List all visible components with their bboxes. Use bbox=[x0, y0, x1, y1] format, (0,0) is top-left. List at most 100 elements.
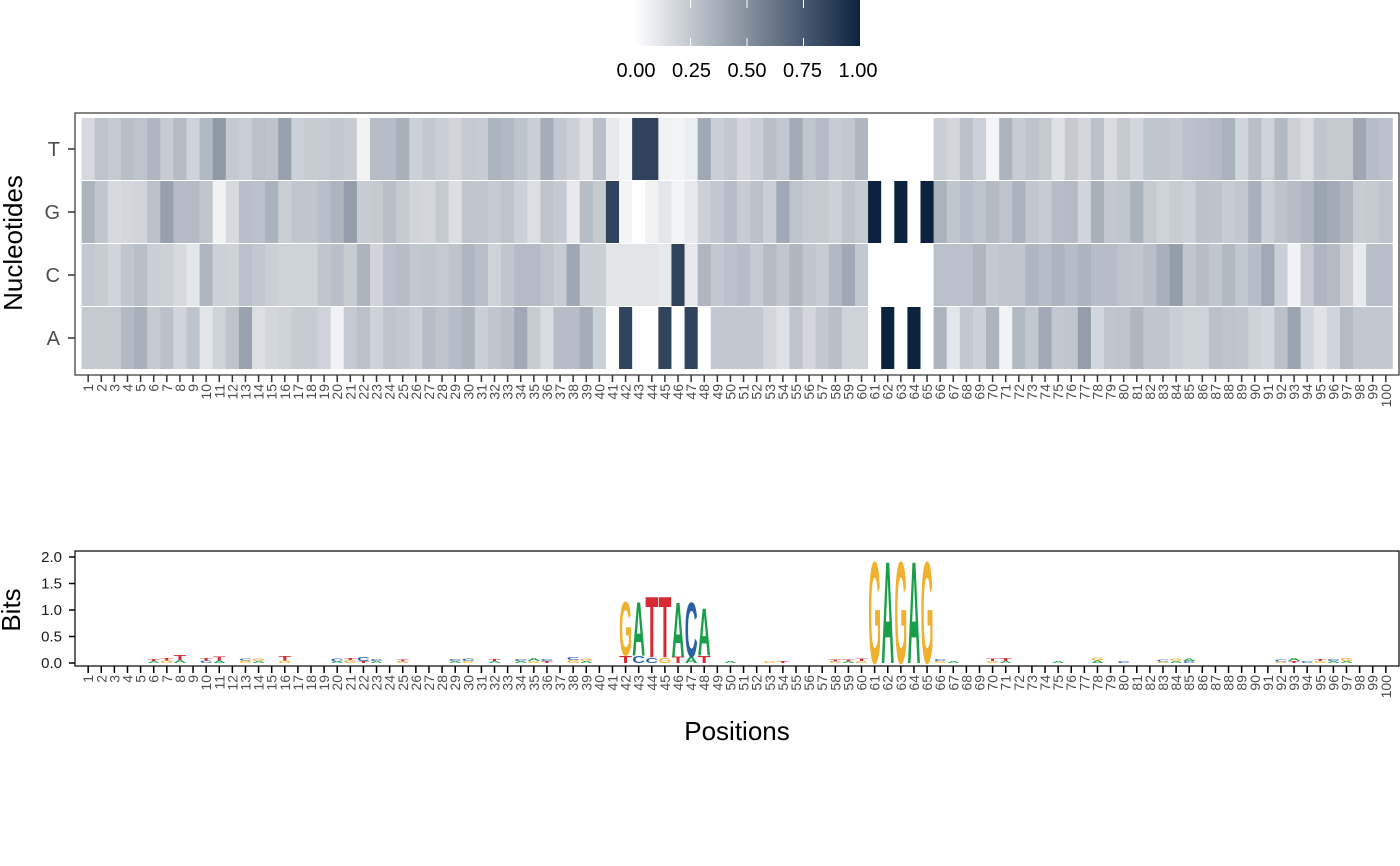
heatmap-cell bbox=[435, 307, 450, 369]
heatmap-x-tick-label: 16 bbox=[277, 384, 293, 400]
heatmap-x-tick-label: 97 bbox=[1339, 384, 1355, 400]
heatmap-cell bbox=[1169, 307, 1184, 369]
heatmap-cell bbox=[1300, 244, 1315, 306]
logo-letter-C: C bbox=[357, 656, 370, 663]
heatmap-cell bbox=[645, 244, 659, 306]
logo-letter-A: A bbox=[213, 660, 226, 664]
logo-letter-C: C bbox=[1327, 659, 1340, 661]
logo-letter-T: T bbox=[855, 658, 869, 662]
logo-x-tick-label: 75 bbox=[1050, 675, 1066, 691]
logo-letter-A: A bbox=[947, 661, 960, 663]
heatmap-x-tick-label: 57 bbox=[814, 384, 830, 400]
heatmap-x-tick-label: 66 bbox=[932, 384, 948, 400]
heatmap-cell bbox=[920, 181, 935, 243]
logo-x-tick-label: 85 bbox=[1181, 675, 1197, 691]
heatmap-x-tick-label: 22 bbox=[355, 384, 371, 400]
heatmap-cell bbox=[907, 181, 921, 243]
heatmap-cell bbox=[448, 181, 463, 243]
heatmap-x-tick-label: 85 bbox=[1181, 384, 1197, 400]
heatmap-cell bbox=[907, 118, 921, 180]
heatmap-cell bbox=[1326, 118, 1341, 180]
heatmap-cell bbox=[265, 244, 279, 306]
heatmap-cell bbox=[697, 244, 712, 306]
heatmap-cell bbox=[841, 181, 856, 243]
heatmap-x-tick-label: 78 bbox=[1089, 384, 1105, 400]
logo-x-tick-label: 18 bbox=[303, 675, 319, 691]
heatmap-cell bbox=[946, 244, 961, 306]
heatmap-cell bbox=[999, 181, 1013, 243]
heatmap-x-tick-label: 25 bbox=[395, 384, 411, 400]
logo-letter-G: G bbox=[160, 660, 173, 664]
heatmap-cell bbox=[356, 307, 371, 369]
logo-letter-C: C bbox=[449, 659, 462, 661]
heatmap-cell bbox=[396, 181, 410, 243]
logo-letter-G: G bbox=[829, 661, 842, 663]
logo-x-tick-label: 60 bbox=[854, 675, 870, 691]
heatmap-cell bbox=[1287, 244, 1302, 306]
heatmap-cell bbox=[881, 307, 895, 369]
heatmap-cell bbox=[737, 244, 751, 306]
logo-y-axis-title: Bits bbox=[0, 588, 26, 631]
logo-letter-G: G bbox=[1170, 657, 1183, 661]
heatmap-cell bbox=[94, 307, 109, 369]
heatmap-cell bbox=[737, 181, 751, 243]
heatmap-x-tick-label: 54 bbox=[775, 384, 791, 400]
heatmap-cell bbox=[134, 244, 148, 306]
heatmap-cell bbox=[920, 118, 935, 180]
logo-x-tick-label: 39 bbox=[578, 675, 594, 691]
heatmap-cell bbox=[252, 181, 266, 243]
heatmap-cell bbox=[527, 118, 541, 180]
heatmap-cell bbox=[802, 244, 817, 306]
logo-letter-C: C bbox=[567, 656, 580, 661]
logo-letter-T: T bbox=[698, 654, 711, 666]
heatmap-cell bbox=[946, 118, 961, 180]
logo-letter-T: T bbox=[357, 660, 370, 663]
heatmap-cell bbox=[1353, 244, 1367, 306]
logo-x-tick-label: 47 bbox=[683, 675, 699, 691]
logo-x-tick-label: 23 bbox=[369, 675, 385, 691]
logo-x-tick-label: 55 bbox=[788, 675, 804, 691]
heatmap-cell bbox=[815, 118, 830, 180]
heatmap-x-tick-label: 92 bbox=[1273, 384, 1289, 400]
heatmap-cell bbox=[828, 181, 843, 243]
logo-x-tick-label: 92 bbox=[1273, 675, 1289, 691]
heatmap-cell bbox=[369, 307, 384, 369]
logo-letter-G: G bbox=[527, 660, 540, 663]
heatmap-cell bbox=[448, 307, 463, 369]
heatmap-cell bbox=[540, 307, 554, 369]
heatmap-cell bbox=[1221, 181, 1236, 243]
logo-x-tick-label: 53 bbox=[762, 675, 778, 691]
logo-letter-A: A bbox=[724, 661, 737, 663]
heatmap-cell bbox=[632, 307, 646, 369]
logo-letter-C: C bbox=[685, 586, 698, 673]
color-legend: 0.00 0.25 0.50 0.75 1.00 bbox=[617, 0, 877, 82]
logo-x-tick-label: 52 bbox=[749, 675, 765, 691]
heatmap-x-tick-label: 77 bbox=[1076, 384, 1092, 400]
heatmap-cell bbox=[1156, 307, 1170, 369]
heatmap-cell bbox=[94, 244, 109, 306]
logo-letter-G: G bbox=[1275, 661, 1288, 663]
heatmap-x-tick-label: 79 bbox=[1103, 384, 1119, 400]
heatmap-cell bbox=[1195, 118, 1210, 180]
heatmap-cell bbox=[1261, 118, 1275, 180]
heatmap-y-tick-label: T bbox=[48, 139, 60, 161]
heatmap-cell bbox=[1038, 118, 1052, 180]
heatmap-x-tick-label: 59 bbox=[840, 384, 856, 400]
heatmap-cell bbox=[461, 118, 476, 180]
heatmap-cell bbox=[199, 307, 214, 369]
heatmap-x-tick-label: 99 bbox=[1365, 384, 1381, 400]
logo-x-tick-label: 96 bbox=[1325, 675, 1341, 691]
heatmap-x-tick-label: 64 bbox=[906, 384, 922, 400]
heatmap-cell bbox=[1274, 181, 1288, 243]
logo-letter-T: T bbox=[344, 657, 357, 660]
heatmap-cell bbox=[1261, 307, 1275, 369]
heatmap-cell bbox=[356, 181, 371, 243]
logo-letter-G: G bbox=[868, 531, 881, 694]
heatmap-x-tick-label: 39 bbox=[578, 384, 594, 400]
heatmap-cell bbox=[186, 307, 200, 369]
heatmap-x-tick-label: 10 bbox=[198, 384, 214, 400]
heatmap-cell bbox=[147, 307, 161, 369]
logo-x-tick-label: 59 bbox=[840, 675, 856, 691]
logo-letter-A: A bbox=[632, 587, 645, 672]
logo-x-tick-label: 44 bbox=[644, 675, 660, 691]
